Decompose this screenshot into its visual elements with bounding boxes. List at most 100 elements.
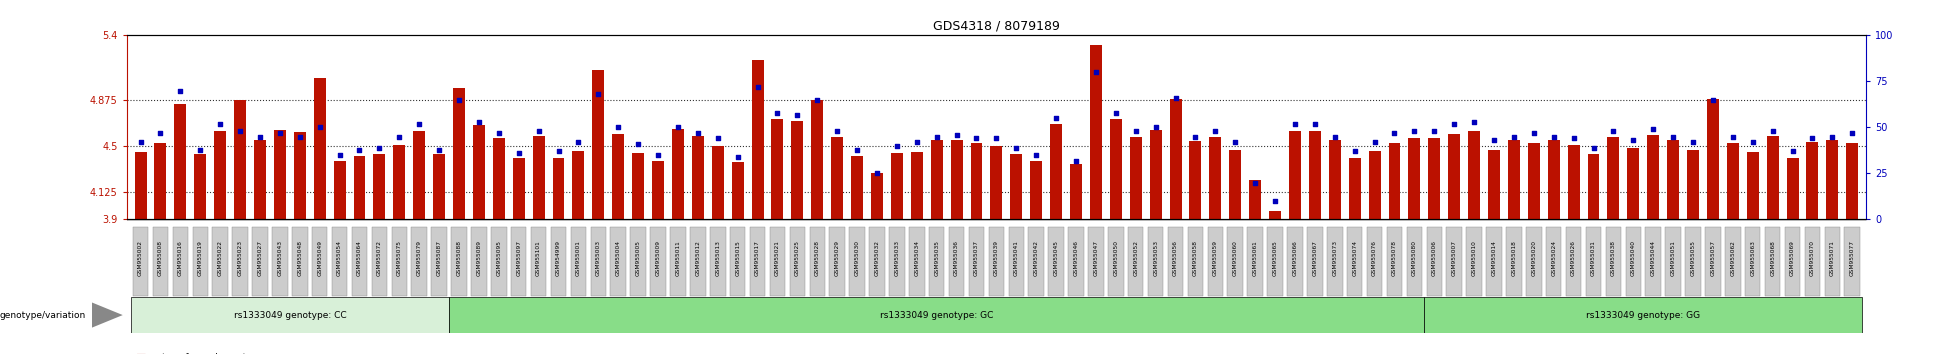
FancyBboxPatch shape: [1486, 227, 1502, 296]
Bar: [353, 156, 366, 219]
Point: [1558, 136, 1590, 141]
FancyBboxPatch shape: [1765, 227, 1780, 296]
Point: [1299, 121, 1330, 127]
Bar: [970, 143, 982, 219]
Bar: [393, 145, 405, 219]
Text: GSM955034: GSM955034: [914, 240, 919, 276]
Point: [941, 132, 972, 138]
Bar: [1130, 137, 1142, 219]
Text: GSM955068: GSM955068: [1771, 240, 1775, 276]
Point: [623, 141, 655, 147]
FancyBboxPatch shape: [312, 227, 327, 296]
FancyBboxPatch shape: [651, 227, 666, 296]
FancyBboxPatch shape: [392, 227, 407, 296]
Bar: [1050, 124, 1062, 219]
Text: GSM955077: GSM955077: [1851, 240, 1854, 276]
Text: GSM955004: GSM955004: [616, 240, 621, 276]
Bar: [154, 143, 166, 219]
FancyBboxPatch shape: [1167, 227, 1182, 296]
FancyBboxPatch shape: [353, 227, 368, 296]
Point: [602, 125, 633, 130]
Point: [364, 145, 395, 150]
Title: GDS4318 / 8079189: GDS4318 / 8079189: [933, 20, 1060, 33]
Point: [781, 112, 812, 118]
Point: [464, 119, 495, 125]
FancyBboxPatch shape: [1666, 227, 1681, 296]
Bar: [832, 137, 843, 219]
FancyBboxPatch shape: [1227, 227, 1243, 296]
Text: rs1333049 genotype: GG: rs1333049 genotype: GG: [1586, 310, 1701, 320]
FancyBboxPatch shape: [1586, 227, 1601, 296]
FancyBboxPatch shape: [431, 227, 446, 296]
Text: GSM955021: GSM955021: [775, 240, 779, 276]
Text: GSM955026: GSM955026: [1572, 240, 1576, 276]
Text: genotype/variation: genotype/variation: [0, 310, 86, 320]
Point: [1379, 130, 1410, 136]
FancyBboxPatch shape: [471, 227, 487, 296]
Text: GSM955001: GSM955001: [577, 240, 581, 276]
Bar: [1648, 135, 1660, 219]
Bar: [1706, 99, 1718, 219]
Point: [1399, 128, 1430, 134]
Bar: [1369, 151, 1381, 219]
Bar: [791, 121, 803, 219]
Text: GSM955039: GSM955039: [993, 240, 999, 276]
Text: GSM955079: GSM955079: [417, 240, 421, 276]
Point: [1837, 130, 1868, 136]
Point: [1777, 149, 1808, 154]
Text: GSM955089: GSM955089: [477, 240, 481, 276]
FancyBboxPatch shape: [1307, 227, 1323, 296]
Text: GSM955065: GSM955065: [1272, 240, 1278, 276]
FancyBboxPatch shape: [551, 227, 567, 296]
Text: GSM955072: GSM955072: [376, 240, 382, 276]
Point: [205, 121, 236, 127]
Point: [1796, 136, 1827, 141]
Point: [1219, 139, 1251, 145]
FancyBboxPatch shape: [1424, 297, 1862, 333]
Text: GSM955058: GSM955058: [1192, 240, 1198, 276]
FancyBboxPatch shape: [491, 227, 506, 296]
Text: GSM955014: GSM955014: [1492, 240, 1496, 276]
Text: GSM955043: GSM955043: [277, 240, 282, 276]
Text: GSM955062: GSM955062: [1730, 240, 1736, 276]
FancyBboxPatch shape: [132, 227, 148, 296]
Point: [1817, 134, 1849, 139]
Text: GSM955069: GSM955069: [1790, 240, 1794, 276]
Point: [1498, 134, 1529, 139]
Point: [1677, 139, 1708, 145]
Point: [582, 91, 614, 97]
FancyBboxPatch shape: [1704, 227, 1720, 296]
Point: [483, 130, 514, 136]
Point: [1140, 125, 1171, 130]
Text: GSM955030: GSM955030: [855, 240, 859, 276]
Bar: [234, 101, 245, 219]
Point: [723, 154, 754, 160]
Text: GSM955040: GSM955040: [1630, 240, 1636, 276]
FancyBboxPatch shape: [968, 227, 984, 296]
FancyBboxPatch shape: [910, 227, 925, 296]
Text: GSM955023: GSM955023: [238, 240, 244, 276]
Bar: [1607, 137, 1619, 219]
Bar: [1469, 131, 1480, 219]
Point: [345, 147, 376, 152]
FancyBboxPatch shape: [571, 227, 586, 296]
Point: [1040, 115, 1071, 121]
Text: GSM955025: GSM955025: [795, 240, 801, 276]
Point: [423, 147, 454, 152]
Point: [1697, 97, 1728, 103]
Bar: [672, 129, 684, 219]
Text: GSM955056: GSM955056: [1173, 240, 1179, 276]
Text: rs1333049 genotype: GC: rs1333049 genotype: GC: [880, 310, 993, 320]
Bar: [1389, 143, 1401, 219]
Bar: [512, 158, 524, 219]
Bar: [990, 146, 1003, 219]
FancyBboxPatch shape: [1068, 227, 1083, 296]
Text: GSM955070: GSM955070: [1810, 240, 1816, 276]
Text: GSM955066: GSM955066: [1292, 241, 1297, 276]
Point: [902, 139, 933, 145]
Text: GSM955031: GSM955031: [1592, 240, 1595, 276]
Text: GSM955029: GSM955029: [834, 240, 840, 276]
Bar: [1069, 164, 1081, 219]
FancyBboxPatch shape: [810, 227, 826, 296]
Bar: [1527, 143, 1539, 219]
